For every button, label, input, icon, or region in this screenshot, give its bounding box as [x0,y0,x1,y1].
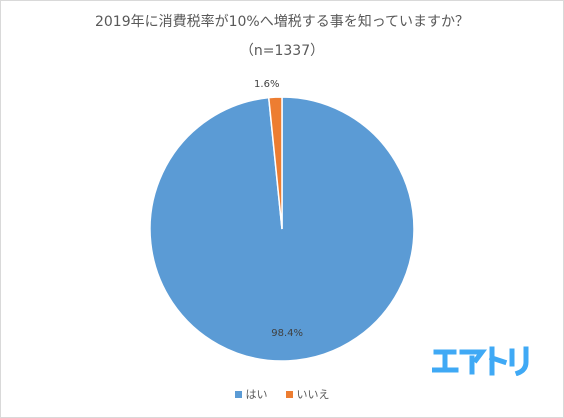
data-label-yes: 98.4% [271,328,303,339]
pie-slice-no [267,96,283,230]
data-label-no: 1.6% [254,79,279,90]
legend-label-no: いいえ [296,388,330,401]
legend-item-yes: はい [234,386,268,402]
legend-swatch-yes [234,390,242,398]
legend-label-yes: はい [245,388,268,401]
legend: はい いいえ [0,386,564,402]
legend-swatch-no [285,390,293,398]
chart-subtitle: （n=1337） [239,43,325,59]
pie-slices [149,96,415,362]
airtrip-logo [432,346,529,376]
legend-item-no: いいえ [285,386,330,402]
chart-title: 2019年に消費税率が10%へ増税する事を知っていますか？ [94,14,470,30]
